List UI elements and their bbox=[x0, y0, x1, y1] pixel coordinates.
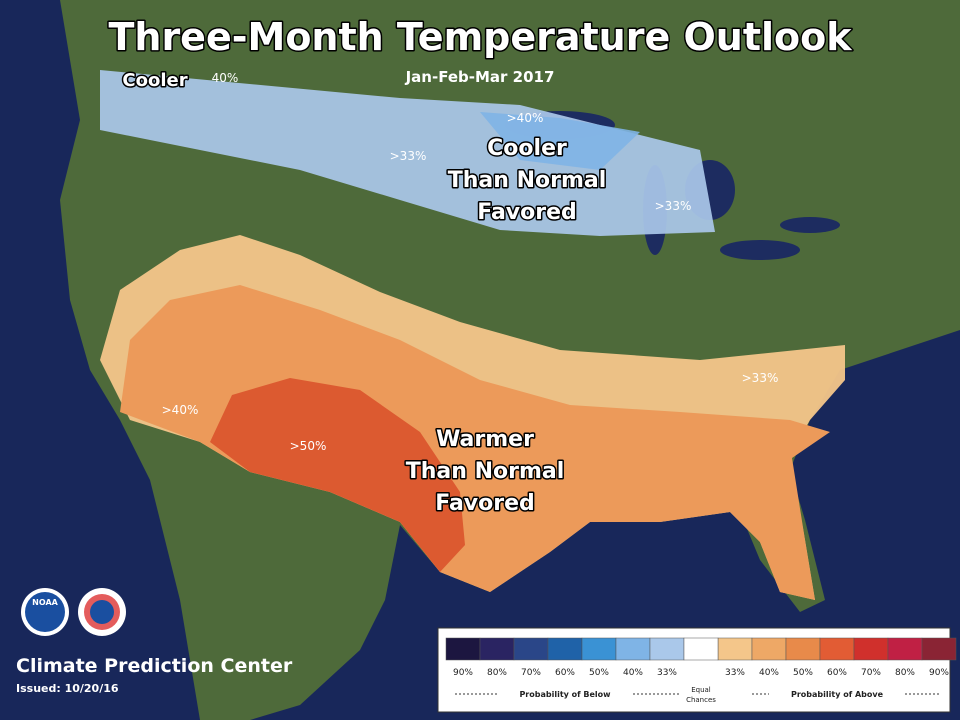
legend-label: 40% bbox=[759, 668, 779, 678]
legend-label: 60% bbox=[555, 668, 575, 678]
map-label: Than Normal bbox=[406, 459, 565, 484]
cooler-40-region bbox=[480, 112, 640, 170]
legend-label: 50% bbox=[589, 668, 609, 678]
legend-label: 33% bbox=[657, 668, 677, 678]
legend-swatch bbox=[717, 637, 753, 661]
map-label: 40% bbox=[212, 71, 239, 85]
map-label: >50% bbox=[290, 439, 327, 453]
legend-label: 80% bbox=[487, 668, 507, 678]
legend-label: 80% bbox=[895, 668, 915, 678]
map-label: >33% bbox=[390, 149, 427, 163]
legend-label: 70% bbox=[521, 668, 541, 678]
map-label: Favored bbox=[477, 200, 577, 225]
legend-swatch bbox=[887, 637, 923, 661]
warmer-40-region bbox=[120, 285, 830, 600]
legend-swatch bbox=[513, 637, 549, 661]
legend-label: 40% bbox=[623, 668, 643, 678]
subtitle: Jan-Feb-Mar 2017 bbox=[405, 68, 555, 86]
legend-swatch bbox=[445, 637, 481, 661]
map-label: >40% bbox=[507, 111, 544, 125]
legend-swatch bbox=[751, 637, 787, 661]
legend-label: 33% bbox=[725, 668, 745, 678]
map-label: Than Normal bbox=[448, 168, 607, 193]
legend-swatch bbox=[785, 637, 821, 661]
legend-label: 60% bbox=[827, 668, 847, 678]
map-label: Cooler bbox=[487, 136, 567, 161]
legend-label: 90% bbox=[453, 668, 473, 678]
map-label: Warmer bbox=[436, 427, 534, 452]
noaa-logo: NOAA bbox=[21, 588, 69, 636]
legend-swatch bbox=[547, 637, 583, 661]
legend-label: 90% bbox=[929, 668, 949, 678]
org-name: Climate Prediction Center bbox=[16, 655, 293, 677]
legend-equal: Chances bbox=[686, 696, 716, 704]
legend-label: 70% bbox=[861, 668, 881, 678]
legend-above: Probability of Above bbox=[791, 690, 884, 699]
map-label: >33% bbox=[742, 371, 779, 385]
legend-equal: Equal bbox=[691, 686, 711, 694]
legend-swatch bbox=[479, 637, 515, 661]
map-label: >40% bbox=[162, 403, 199, 417]
legend-swatch bbox=[921, 637, 957, 661]
legend-swatch bbox=[819, 637, 855, 661]
legend-below: Probability of Below bbox=[519, 690, 611, 699]
legend-label: 50% bbox=[793, 668, 813, 678]
legend-swatch-equal bbox=[683, 637, 719, 661]
legend-swatch bbox=[649, 637, 685, 661]
legend-swatch bbox=[615, 637, 651, 661]
map-label: Favored bbox=[435, 491, 535, 516]
legend-swatch bbox=[581, 637, 617, 661]
nws-logo bbox=[78, 588, 126, 636]
cooler-region bbox=[100, 70, 715, 236]
logo-text: NOAA bbox=[32, 598, 58, 607]
map-label: >33% bbox=[655, 199, 692, 213]
legend-swatch bbox=[853, 637, 889, 661]
title: Three-Month Temperature Outlook bbox=[108, 15, 852, 59]
issued-date: Issued: 10/20/16 bbox=[16, 682, 119, 695]
warmer-50-region bbox=[210, 378, 465, 572]
map-label: Cooler bbox=[122, 70, 187, 91]
